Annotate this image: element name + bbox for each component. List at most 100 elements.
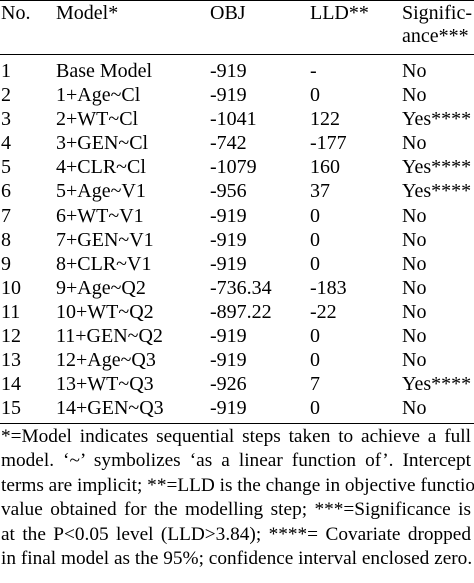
cell-no: 9 [1,252,11,275]
cell-obj: -919 [210,60,247,82]
cell-significance: No [402,60,427,82]
cell-significance: No [402,397,427,420]
cell-model: 14+GEN~Q3 [56,397,164,420]
table-row: 8 7+GEN~V1 -919 0 No [0,228,474,252]
header-model: Model* [56,2,119,24]
cell-obj: -919 [210,228,247,251]
cell-significance: No [402,204,427,227]
cell-lld: 0 [310,228,320,251]
cell-lld: 37 [310,180,330,203]
cell-significance: Yes**** [402,108,472,131]
table-row: 2 1+Age~Cl -919 0 No [0,83,474,107]
table-footnote: *=Model indicates sequential steps taken… [1,425,474,571]
cell-lld: 122 [310,108,340,131]
cell-lld: -177 [310,132,347,155]
cell-no: 3 [1,108,11,131]
cell-obj: -919 [210,84,247,107]
cell-no: 2 [1,84,11,107]
cell-obj: -956 [210,180,247,203]
table-row: 1 Base Model -919 - No [0,59,474,83]
cell-model: 3+GEN~Cl [56,132,149,155]
cell-lld: 0 [310,252,320,275]
cell-no: 4 [1,132,11,155]
cell-model: 8+CLR~V1 [56,252,152,275]
header-significance-line2: ance*** [402,25,469,47]
cell-significance: No [402,276,427,299]
cell-no: 11 [1,300,21,323]
footnote-line: terms are implicit; **=LLD is the change… [1,474,474,496]
footnote-line: at the P<0.05 level (LLD>3.84); ****= Co… [1,523,471,545]
cell-lld: - [310,60,317,82]
cell-no: 6 [1,180,11,203]
cell-no: 14 [1,373,21,396]
cell-significance: No [402,349,427,372]
cell-model: 7+GEN~V1 [56,228,154,251]
table-row: 14 13+WT~Q3 -926 7 Yes**** [0,372,474,396]
cell-significance: Yes**** [402,156,472,179]
table-row: 10 9+Age~Q2 -736.34 -183 No [0,276,474,300]
cell-model: 4+CLR~Cl [56,156,146,179]
cell-significance: Yes**** [402,180,472,203]
table-row: 6 5+Age~V1 -956 37 Yes**** [0,179,474,203]
cell-significance: Yes**** [402,373,472,396]
cell-significance: No [402,132,427,155]
cell-no: 13 [1,349,21,372]
cell-significance: No [402,325,427,348]
table-row: 4 3+GEN~Cl -742 -177 No [0,131,474,155]
cell-no: 5 [1,156,11,179]
table-row: 9 8+CLR~V1 -919 0 No [0,252,474,276]
cell-obj: -919 [210,252,247,275]
cell-no: 10 [1,276,21,299]
header-obj: OBJ [210,2,246,24]
header-bottom-rule [0,54,474,55]
cell-lld: 0 [310,397,320,420]
cell-model: 2+WT~Cl [56,108,139,131]
cell-significance: No [402,228,427,251]
cell-no: 12 [1,325,21,348]
cell-lld: 160 [310,156,340,179]
cell-model: 11+GEN~Q2 [56,325,163,348]
table-bottom-rule [0,423,474,424]
cell-model: 10+WT~Q2 [56,300,154,323]
cell-lld: 0 [310,325,320,348]
table-row: 11 10+WT~Q2 -897.22 -22 No [0,300,474,324]
cell-obj: -919 [210,349,247,372]
cell-lld: 0 [310,84,320,107]
cell-model: 9+Age~Q2 [56,276,146,299]
cell-model: Base Model [56,60,153,82]
table-row: 12 11+GEN~Q2 -919 0 No [0,324,474,348]
cell-lld: 7 [310,373,320,396]
table-row: 3 2+WT~Cl -1041 122 Yes**** [0,107,474,131]
cell-obj: -1079 [210,156,257,179]
cell-obj: -742 [210,132,247,155]
cell-lld: -183 [310,276,347,299]
cell-lld: -22 [310,300,337,323]
table-body: 1 Base Model -919 - No 2 1+Age~Cl -919 0 No 3 2+W… [0,59,474,420]
table-top-rule [0,0,474,1]
cell-significance: No [402,300,427,323]
header-no: No. [1,2,31,24]
cell-model: 6+WT~V1 [56,204,144,227]
table-row: 5 4+CLR~Cl -1079 160 Yes**** [0,155,474,179]
cell-significance: No [402,84,427,107]
cell-obj: -926 [210,373,247,396]
cell-obj: -919 [210,204,247,227]
header-lld: LLD** [310,2,369,24]
cell-obj: -1041 [210,108,257,131]
cell-lld: 0 [310,349,320,372]
footnote-line: model. ‘~’ symbolizes ‘as a linear funct… [1,450,471,472]
cell-no: 8 [1,228,11,251]
cell-lld: 0 [310,204,320,227]
footnote-line: value obtained for the modelling step; *… [1,499,471,521]
cell-obj: -919 [210,397,247,420]
cell-model: 5+Age~V1 [56,180,146,203]
cell-obj: -919 [210,325,247,348]
cell-obj: -736.34 [210,276,272,299]
table-row: 15 14+GEN~Q3 -919 0 No [0,396,474,420]
cell-model: 12+Age~Q3 [56,349,156,372]
cell-no: 7 [1,204,11,227]
cell-obj: -897.22 [210,300,272,323]
cell-model: 1+Age~Cl [56,84,141,107]
cell-model: 13+WT~Q3 [56,373,154,396]
